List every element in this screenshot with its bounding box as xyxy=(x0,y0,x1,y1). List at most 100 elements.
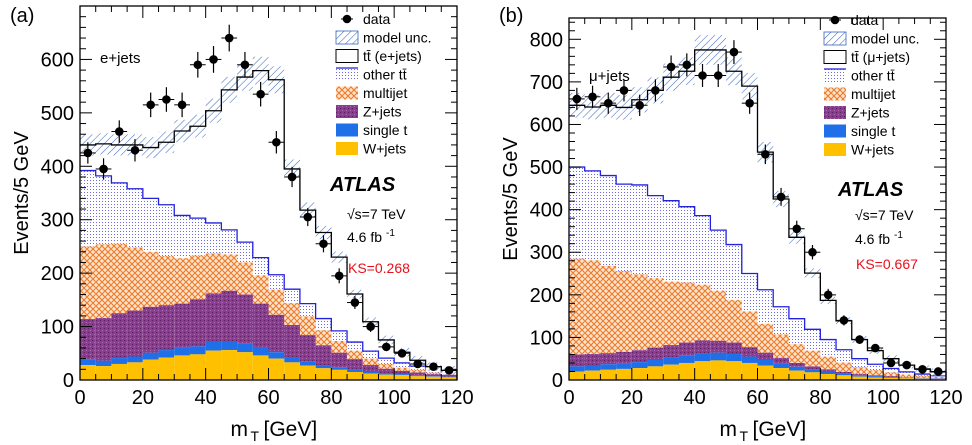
x-tick-label: 60 xyxy=(257,387,279,409)
bar-wjets xyxy=(205,350,222,380)
bar-single-t xyxy=(299,361,316,366)
bar-wjets xyxy=(663,364,679,380)
bar-ttbar xyxy=(710,49,727,231)
bar-multijet xyxy=(347,350,363,360)
data-point xyxy=(839,316,849,325)
bar-single-t xyxy=(237,343,253,353)
bar-other-tt xyxy=(820,339,837,357)
data-point xyxy=(177,100,187,110)
bar-single-t xyxy=(600,364,617,370)
x-tick-label: 40 xyxy=(195,387,217,409)
bar-other-tt xyxy=(315,318,332,331)
bar-zjets xyxy=(631,350,648,363)
bar-other-tt xyxy=(111,182,128,244)
bar-zjets xyxy=(710,340,727,353)
legend-swatch-unc xyxy=(823,31,847,46)
data-point xyxy=(918,365,927,374)
bar-wjets xyxy=(569,371,585,380)
bar-single-t xyxy=(741,356,758,363)
bar-single-t xyxy=(189,346,206,355)
bar-zjets xyxy=(80,319,96,360)
y-tick-label: 800 xyxy=(530,29,563,51)
x-axis-label-unit: [GeV] xyxy=(264,418,318,441)
bar-multijet xyxy=(95,244,112,319)
x-axis-label-sub: T xyxy=(251,428,260,444)
bar-zjets xyxy=(584,354,601,366)
legend-label-tt: tt̄ (μ+jets) xyxy=(851,49,910,65)
data-point xyxy=(713,71,723,80)
bar-ttbar xyxy=(569,105,585,168)
bar-ttbar xyxy=(663,85,679,201)
bar-zjets xyxy=(773,357,789,364)
bar-single-t xyxy=(851,375,868,377)
bar-multijet xyxy=(425,372,442,375)
bar-zjets xyxy=(111,313,128,359)
y-tick-label: 300 xyxy=(530,242,563,264)
bar-wjets xyxy=(221,350,238,380)
bar-single-t xyxy=(836,373,852,376)
bar-zjets xyxy=(678,342,695,356)
bar-multijet xyxy=(378,363,395,369)
bar-zjets xyxy=(757,352,774,360)
legend-swatch-wjets xyxy=(824,143,846,156)
bar-single-t xyxy=(221,340,238,351)
data-point xyxy=(162,95,171,104)
bar-multijet xyxy=(268,289,285,315)
bar-wjets xyxy=(111,363,128,380)
bar-multijet xyxy=(221,254,238,291)
bar-multijet xyxy=(189,255,206,300)
bar-wjets xyxy=(158,357,175,380)
x-axis-label-m: m xyxy=(231,418,249,441)
stack-layers xyxy=(80,70,457,380)
data-point xyxy=(429,362,438,371)
data-point xyxy=(698,71,707,80)
bar-multijet xyxy=(174,258,190,304)
bar-zjets xyxy=(252,303,269,348)
channel-label: μ+jets xyxy=(589,68,630,85)
bar-wjets xyxy=(757,365,774,380)
bar-ttbar xyxy=(237,77,253,243)
bar-wjets xyxy=(80,365,96,380)
legend-label-unc: model unc. xyxy=(851,31,919,47)
bar-ttbar xyxy=(584,107,601,171)
bar-single-t xyxy=(268,352,285,359)
y-axis-label: Events/5 GeV xyxy=(11,131,33,255)
atlas-label: ATLAS xyxy=(837,179,904,201)
bar-ttbar xyxy=(268,79,285,275)
total-step-line xyxy=(80,69,458,380)
bar-wjets xyxy=(347,371,363,380)
bar-ttbar xyxy=(726,71,742,245)
y-tick-label: 500 xyxy=(530,157,563,179)
bar-zjets xyxy=(694,340,711,354)
bar-single-t xyxy=(710,352,727,361)
bar-wjets xyxy=(694,361,711,380)
bar-zjets xyxy=(600,353,617,365)
data-point xyxy=(603,98,613,108)
y-tick-label: 400 xyxy=(41,156,74,178)
bar-multijet xyxy=(898,374,915,378)
bar-wjets xyxy=(378,374,395,380)
data-point xyxy=(334,271,344,281)
legend-swatch-other-tt xyxy=(336,68,358,81)
data-point xyxy=(572,94,582,104)
y-tick-label: 600 xyxy=(530,114,563,136)
bar-zjets xyxy=(836,371,852,374)
energy-label: √s=7 TeV xyxy=(855,207,914,223)
bar-other-tt xyxy=(268,274,285,290)
bar-wjets xyxy=(836,375,852,380)
bar-multijet xyxy=(409,369,426,373)
bar-ttbar xyxy=(331,257,348,331)
bar-wjets xyxy=(95,366,112,380)
x-axis-label: m T [GeV] xyxy=(231,418,318,444)
data-point xyxy=(366,322,375,331)
y-tick-label: 400 xyxy=(530,200,563,222)
bar-zjets xyxy=(851,374,868,376)
bar-multijet xyxy=(804,350,821,367)
bar-multijet xyxy=(600,265,617,354)
bar-wjets xyxy=(331,369,348,380)
bar-wjets xyxy=(268,358,285,380)
bar-zjets xyxy=(647,347,664,360)
bar-zjets xyxy=(299,335,316,362)
data-point xyxy=(776,192,786,202)
data-point xyxy=(224,33,234,43)
